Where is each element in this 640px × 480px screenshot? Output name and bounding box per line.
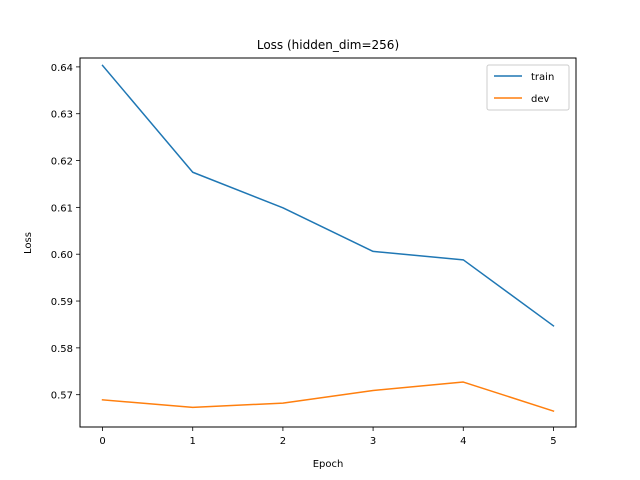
y-tick-label: 0.60 <box>51 250 73 261</box>
chart-title: Loss (hidden_dim=256) <box>257 38 399 52</box>
legend: train dev <box>486 64 570 111</box>
y-tick-label: 0.63 <box>51 110 73 121</box>
plot-area <box>101 64 555 413</box>
y-tick-label: 0.64 <box>51 63 73 74</box>
x-tick-label: 5 <box>550 436 556 447</box>
x-tick-label: 1 <box>190 436 196 447</box>
y-tick-label: 0.59 <box>51 297 73 308</box>
axes-frame <box>79 57 577 428</box>
y-tick-label: 0.62 <box>51 157 73 168</box>
legend-box <box>486 64 570 111</box>
y-tick-label: 0.58 <box>51 344 73 355</box>
legend-label-dev: dev <box>531 94 550 105</box>
series-line-dev <box>101 381 555 413</box>
y-axis-label: Loss <box>23 232 34 254</box>
x-tick-label: 0 <box>99 436 105 447</box>
series-line-train <box>101 64 555 327</box>
y-tick-label: 0.57 <box>51 391 73 402</box>
x-tick-label: 3 <box>370 436 376 447</box>
y-axis: 0.57 0.58 0.59 0.60 0.61 0.62 0.63 0.64 <box>51 63 80 402</box>
y-tick-label: 0.61 <box>51 203 73 214</box>
x-tick-label: 2 <box>280 436 286 447</box>
x-axis: 0 1 2 3 4 5 <box>99 427 557 447</box>
x-tick-label: 4 <box>460 436 466 447</box>
x-axis-label: Epoch <box>313 459 344 470</box>
legend-label-train: train <box>531 72 554 83</box>
